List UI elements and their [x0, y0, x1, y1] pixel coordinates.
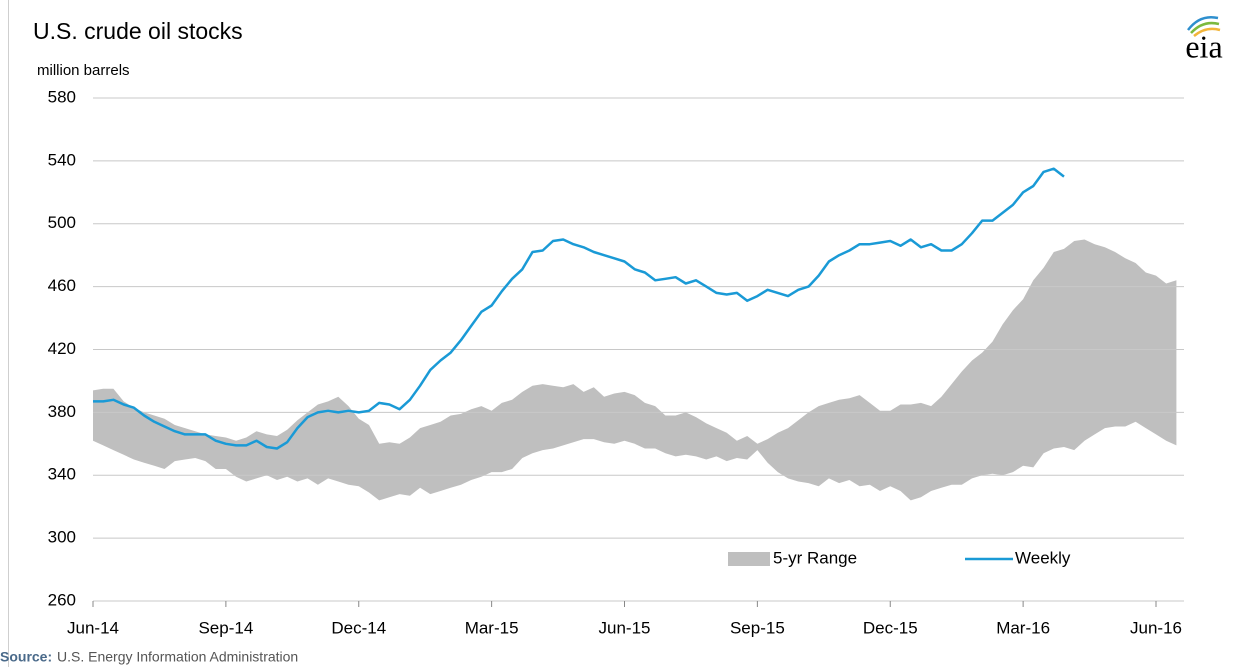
y-tick-label: 460 — [48, 276, 76, 295]
legend-label: 5-yr Range — [773, 548, 857, 567]
legend-label: Weekly — [1015, 548, 1071, 567]
y-tick-label: 500 — [48, 213, 76, 232]
y-tick-label: 300 — [48, 528, 76, 547]
range-band — [93, 239, 1177, 501]
chart-title: U.S. crude oil stocks — [33, 18, 243, 44]
source: U.S. Energy Information Administration — [57, 649, 298, 665]
x-tick-label: Sep-14 — [198, 618, 253, 637]
x-tick-label: Sep-15 — [730, 618, 785, 637]
y-axis-label: million barrels — [37, 62, 130, 79]
logo-swoosh — [1193, 27, 1221, 37]
y-tick-label: 540 — [48, 150, 76, 169]
y-tick-label: 420 — [48, 339, 76, 358]
x-tick-label: Jun-16 — [1130, 618, 1182, 637]
logo-swoosh — [1187, 16, 1219, 31]
logo: eia — [1185, 16, 1223, 64]
x-tick-label: Jun-15 — [599, 618, 651, 637]
plot-area: 260 300 340 380 420 460 500 540 580 Jun-14 Sep-14 D… — [48, 87, 1184, 637]
legend-swatch — [728, 552, 770, 566]
x-tick-label: Mar-15 — [465, 618, 519, 637]
y-tick-label: 260 — [48, 590, 76, 609]
y-tick-label: 340 — [48, 465, 76, 484]
x-tick-label: Dec-14 — [331, 618, 386, 637]
x-tick-label: Dec-15 — [863, 618, 918, 637]
y-tick-label: 580 — [48, 87, 76, 106]
logo-text: eia — [1185, 28, 1222, 64]
x-tick-label: Jun-14 — [67, 618, 119, 637]
logo-swoosh — [1190, 21, 1220, 34]
weekly-line — [93, 167, 1065, 450]
y-tick-label: 380 — [48, 402, 76, 421]
source-label: Source: — [0, 649, 52, 665]
x-tick-label: Mar-16 — [996, 618, 1050, 637]
